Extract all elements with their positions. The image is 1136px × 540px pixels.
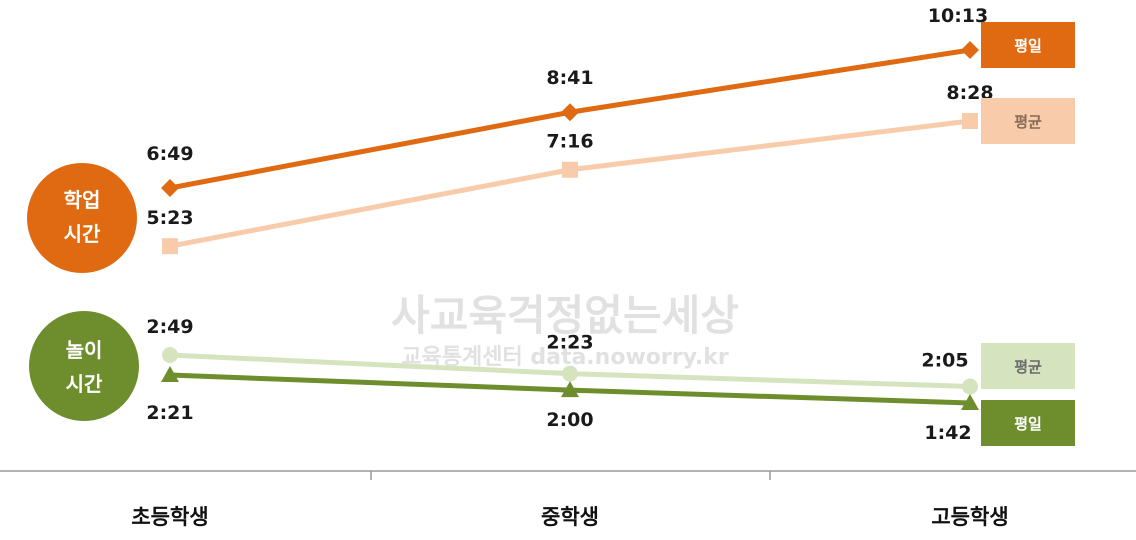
data-label: 2:21	[146, 402, 193, 424]
legend-label: 평일	[1014, 415, 1042, 433]
play-badge-line1: 놀이	[66, 338, 103, 362]
data-label: 2:49	[146, 316, 193, 338]
data-label: 8:41	[546, 67, 593, 89]
data-label: 2:23	[546, 332, 593, 354]
triangle-marker	[161, 366, 179, 383]
legend-swatch	[981, 343, 1075, 389]
legend-swatch	[981, 22, 1075, 68]
watermark: 사교육걱정없는세상 교육통계센터 data.noworry.kr	[391, 291, 739, 370]
data-label: 2:05	[921, 350, 968, 372]
circle-marker	[162, 347, 178, 363]
play-badge-line2: 시간	[66, 372, 103, 396]
legend-label: 평일	[1014, 37, 1042, 55]
data-label: 5:23	[146, 207, 193, 229]
study-time-badge: 학업 시간	[27, 163, 137, 273]
data-label: 10:13	[928, 5, 988, 27]
diamond-marker	[161, 179, 179, 197]
watermark-line1: 사교육걱정없는세상	[391, 291, 739, 340]
triangle-marker	[961, 394, 979, 410]
triangle-marker	[561, 381, 579, 398]
circle-marker	[562, 365, 578, 382]
square-marker	[562, 161, 578, 178]
legend-label: 평균	[1014, 113, 1042, 131]
x-tick-label: 중학생	[541, 505, 599, 529]
study-badge-circle	[27, 163, 137, 273]
x-tick-label: 고등학생	[931, 505, 1008, 529]
legend-swatch	[981, 400, 1075, 446]
study-badge-line1: 학업	[64, 188, 101, 212]
x-tick-label: 초등학생	[131, 505, 208, 529]
series-layer	[161, 41, 979, 410]
legend-label: 평균	[1014, 358, 1042, 376]
data-label: 1:42	[924, 422, 971, 444]
square-marker	[162, 238, 178, 255]
data-label: 6:49	[146, 143, 193, 165]
diamond-marker	[961, 41, 979, 59]
data-label: 7:16	[546, 131, 593, 153]
legend-swatch	[981, 98, 1075, 144]
square-marker	[962, 113, 978, 130]
play-badge-circle	[29, 311, 139, 421]
study-badge-line2: 시간	[64, 222, 101, 246]
circle-marker	[962, 378, 978, 395]
data-label: 2:00	[546, 409, 593, 431]
play-time-badge: 놀이 시간	[29, 311, 139, 421]
diamond-marker	[561, 103, 579, 122]
